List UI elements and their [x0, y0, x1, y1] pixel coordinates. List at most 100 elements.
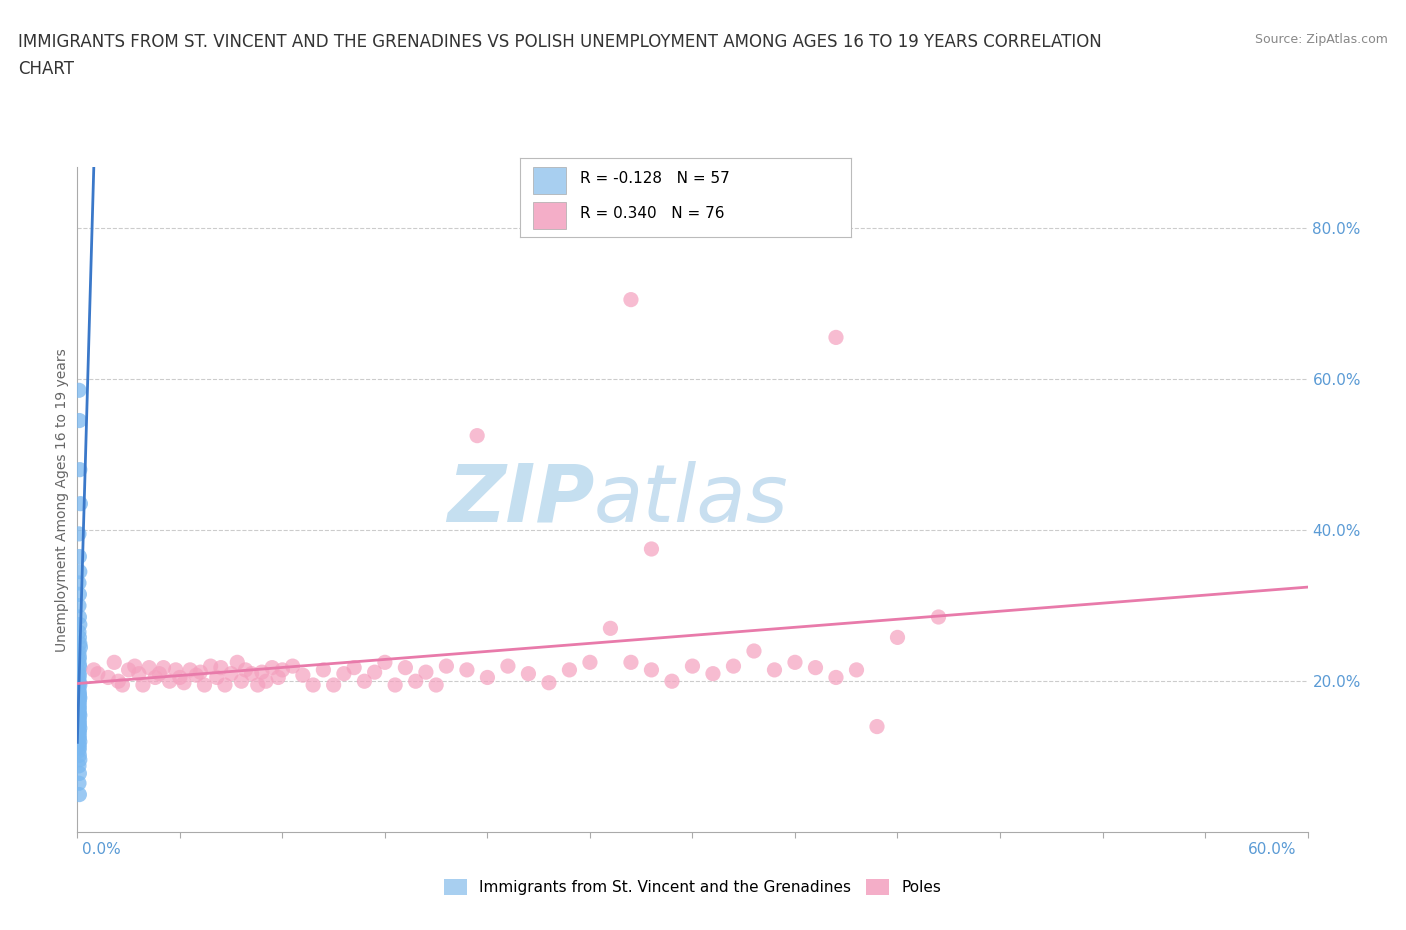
Point: [742, 644, 765, 658]
Point: [67, 526, 90, 541]
Point: [763, 662, 786, 677]
Point: [67, 413, 90, 428]
Point: [67, 675, 90, 690]
Point: [67, 700, 90, 715]
Y-axis label: Unemployment Among Ages 16 to 19 years: Unemployment Among Ages 16 to 19 years: [55, 348, 69, 652]
Point: [67, 645, 90, 660]
Point: [69, 618, 91, 632]
Point: [783, 655, 806, 670]
Point: [103, 655, 125, 670]
Point: [267, 670, 290, 684]
Point: [214, 678, 236, 693]
Point: [67, 715, 90, 730]
Point: [173, 675, 195, 690]
Point: [67, 725, 90, 740]
Point: [517, 666, 540, 681]
Point: [271, 662, 294, 677]
Point: [886, 630, 908, 644]
Point: [599, 621, 621, 636]
Point: [67, 576, 90, 591]
Point: [159, 674, 181, 689]
Point: [322, 678, 344, 693]
Point: [661, 674, 683, 689]
Point: [67, 723, 90, 737]
Legend: Immigrants from St. Vincent and the Grenadines, Poles: Immigrants from St. Vincent and the Gren…: [437, 873, 948, 901]
Point: [723, 658, 745, 673]
Point: [67, 693, 90, 708]
Point: [67, 711, 90, 725]
Point: [231, 674, 253, 689]
Point: [67, 776, 90, 790]
Point: [67, 695, 90, 710]
Point: [456, 662, 478, 677]
Point: [67, 689, 90, 704]
Point: [67, 718, 90, 733]
Point: [87, 666, 110, 681]
Point: [67, 748, 90, 763]
Point: [67, 630, 90, 644]
Point: [640, 541, 662, 556]
Point: [845, 662, 868, 677]
Point: [169, 670, 191, 684]
Point: [333, 666, 356, 681]
Text: R = 0.340   N = 76: R = 0.340 N = 76: [579, 206, 724, 221]
Point: [67, 759, 90, 774]
Point: [825, 670, 848, 684]
Point: [281, 658, 304, 673]
Point: [312, 662, 335, 677]
Point: [69, 640, 91, 655]
Point: [67, 587, 90, 602]
Text: 60.0%: 60.0%: [1249, 842, 1296, 857]
Point: [558, 662, 581, 677]
Point: [235, 662, 257, 677]
Point: [200, 658, 222, 673]
Point: [496, 658, 519, 673]
Point: [69, 708, 91, 723]
Point: [138, 660, 160, 675]
Point: [67, 730, 90, 745]
Point: [67, 702, 90, 717]
Point: [69, 636, 91, 651]
Point: [67, 383, 90, 398]
Point: [537, 675, 560, 690]
Point: [363, 665, 385, 680]
Text: IMMIGRANTS FROM ST. VINCENT AND THE GRENADINES VS POLISH UNEMPLOYMENT AMONG AGES: IMMIGRANTS FROM ST. VINCENT AND THE GREN…: [18, 33, 1102, 50]
Point: [67, 713, 90, 728]
Text: Source: ZipAtlas.com: Source: ZipAtlas.com: [1254, 33, 1388, 46]
Point: [67, 728, 90, 743]
Point: [67, 737, 90, 752]
Point: [67, 658, 90, 672]
Point: [640, 662, 662, 677]
Point: [825, 330, 848, 345]
Point: [69, 660, 91, 675]
Text: R = -0.128   N = 57: R = -0.128 N = 57: [579, 171, 730, 186]
Point: [67, 706, 90, 721]
Point: [165, 662, 187, 677]
Point: [226, 655, 249, 670]
Point: [67, 668, 90, 683]
Point: [394, 660, 416, 675]
Point: [111, 678, 134, 693]
Point: [67, 671, 90, 686]
Point: [67, 653, 90, 668]
Point: [291, 668, 314, 683]
Point: [804, 660, 827, 675]
Point: [67, 650, 90, 665]
Point: [193, 678, 215, 693]
Point: [148, 666, 170, 681]
Point: [69, 752, 91, 767]
Point: [620, 292, 643, 307]
Point: [69, 678, 91, 693]
Point: [302, 678, 325, 693]
Point: [69, 565, 91, 579]
Point: [67, 665, 90, 680]
Point: [384, 678, 406, 693]
Point: [186, 668, 208, 683]
Point: [205, 670, 228, 684]
Point: [67, 743, 90, 758]
Point: [866, 719, 889, 734]
Point: [374, 655, 396, 670]
Point: [124, 658, 146, 673]
Point: [928, 609, 950, 624]
Point: [67, 740, 90, 755]
